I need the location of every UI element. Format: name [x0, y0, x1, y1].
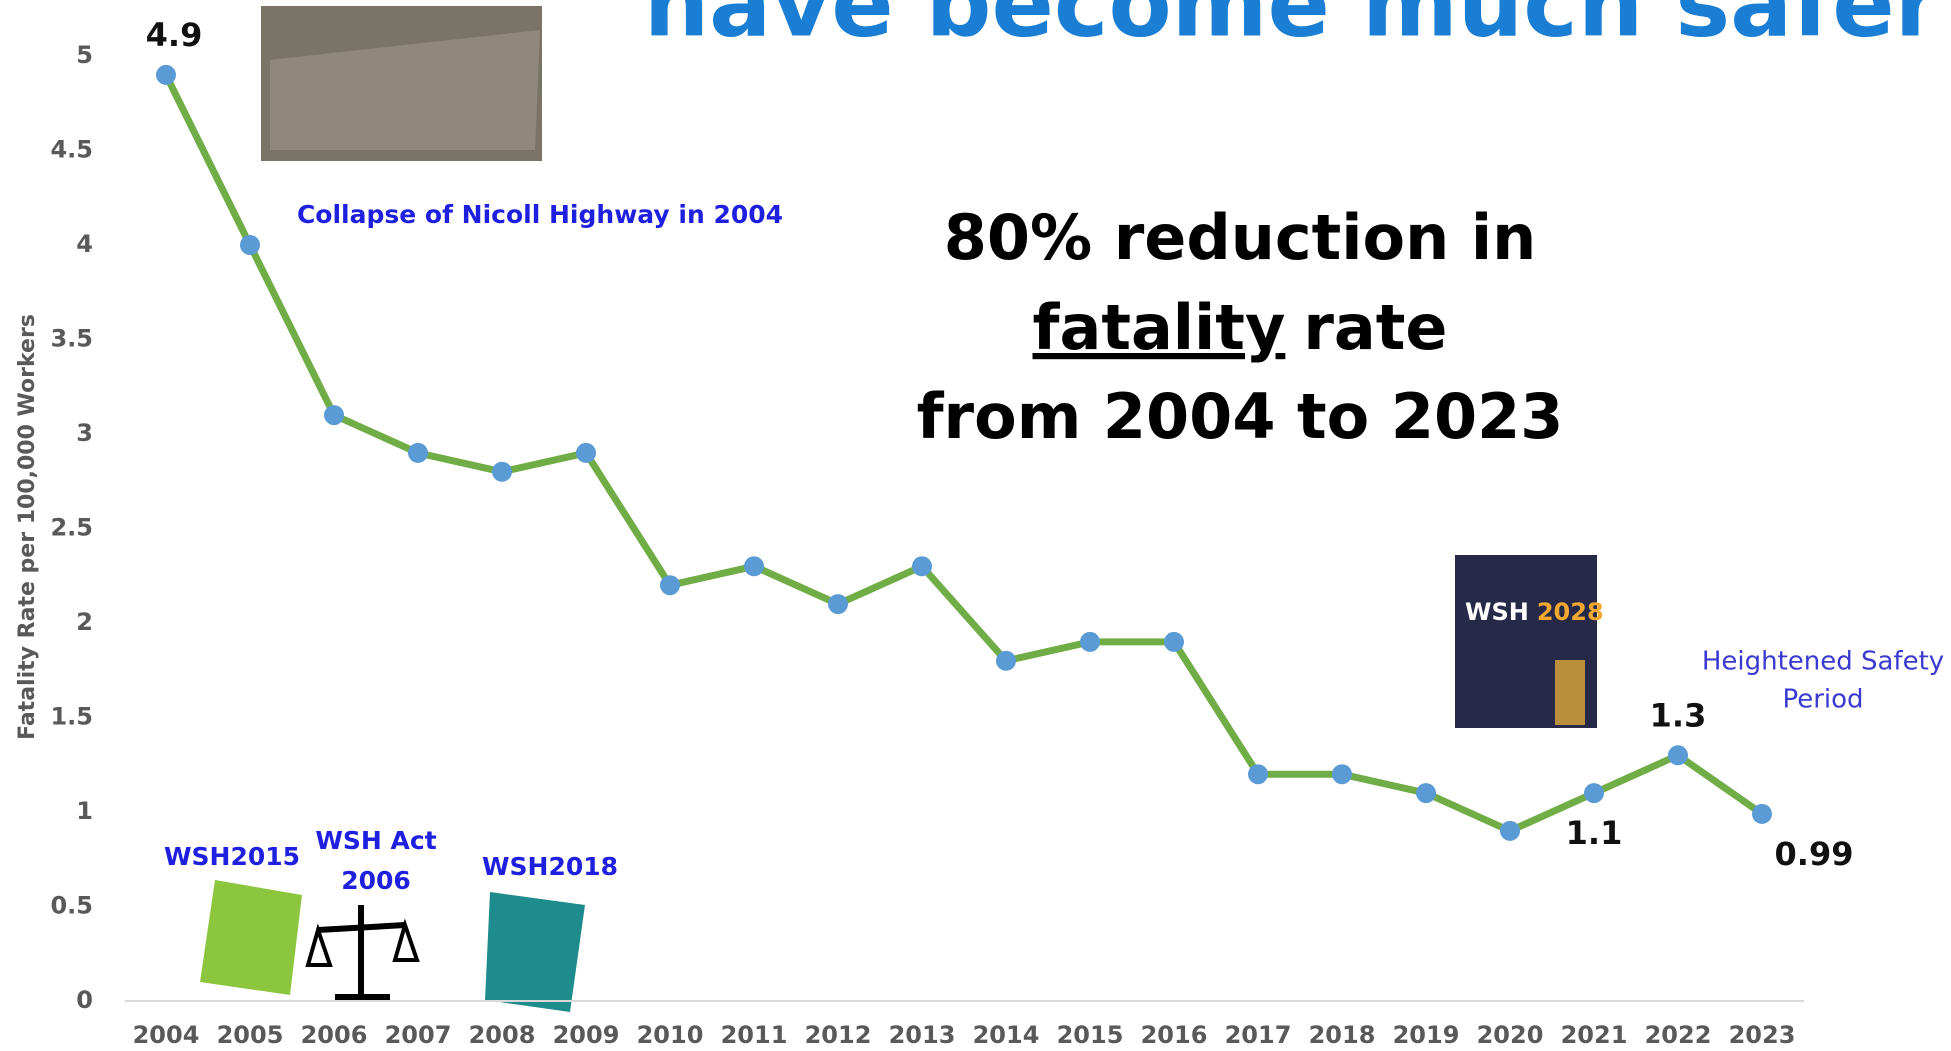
- point: [1416, 783, 1436, 803]
- cover-building: [1555, 660, 1585, 725]
- collapse-label: Collapse of Nicoll Highway in 2004: [297, 200, 783, 229]
- point: [576, 443, 596, 463]
- x-tick-label: 2021: [1561, 1021, 1628, 1049]
- point: [324, 405, 344, 425]
- point: [1752, 804, 1772, 824]
- cover-footer: [1455, 728, 1597, 750]
- point: [1080, 632, 1100, 652]
- heightened-label: Period: [1782, 685, 1863, 715]
- point: [912, 556, 932, 576]
- y-tick-label: 4.5: [50, 136, 93, 164]
- headline-line3: from 2004 to 2023: [917, 380, 1564, 453]
- y-tick-label: 4: [76, 230, 93, 258]
- point: [1668, 745, 1688, 765]
- point: [744, 556, 764, 576]
- point: [1584, 783, 1604, 803]
- point: [1500, 821, 1520, 841]
- wsh2018-book: [485, 892, 585, 1012]
- y-tick-label: 3: [76, 419, 93, 447]
- chart: have become much safer Fatality Rate per…: [0, 0, 1951, 1051]
- y-tick-label: 2: [76, 608, 93, 636]
- point: [828, 594, 848, 614]
- data-label: 1.3: [1650, 696, 1707, 734]
- y-tick-label: 3.5: [50, 325, 93, 353]
- point: [660, 575, 680, 595]
- y-tick-label: 5: [76, 41, 93, 69]
- headline-line1: 80% reduction in: [944, 201, 1536, 274]
- x-tick-label: 2014: [973, 1021, 1040, 1049]
- point: [1248, 764, 1268, 784]
- data-label: 4.9: [146, 16, 203, 54]
- x-tick-label: 2008: [469, 1021, 536, 1049]
- x-tick-label: 2020: [1477, 1021, 1544, 1049]
- x-tick-label: 2009: [553, 1021, 620, 1049]
- point: [408, 443, 428, 463]
- point: [492, 462, 512, 482]
- chart-title: have become much safer: [644, 0, 1941, 57]
- x-tick-label: 2018: [1309, 1021, 1376, 1049]
- point: [156, 65, 176, 85]
- point: [1332, 764, 1352, 784]
- wsh-act-label: WSH Act: [315, 826, 436, 855]
- x-tick-label: 2019: [1393, 1021, 1460, 1049]
- x-tick-label: 2017: [1225, 1021, 1292, 1049]
- y-tick-label: 0: [76, 986, 93, 1014]
- y-tick-label: 1: [76, 797, 93, 825]
- y-tick-label: 2.5: [50, 514, 93, 542]
- x-tick-label: 2015: [1057, 1021, 1124, 1049]
- wsh2015-book: [200, 880, 302, 995]
- x-tick-label: 2012: [805, 1021, 872, 1049]
- point: [996, 651, 1016, 671]
- x-tick-label: 2011: [721, 1021, 788, 1049]
- scales-icon: [308, 905, 417, 997]
- wsh2018-label: WSH2018: [482, 852, 618, 881]
- x-tick-label: 2004: [133, 1021, 200, 1049]
- wsh2015-label: WSH2015: [164, 842, 300, 871]
- x-tick-label: 2016: [1141, 1021, 1208, 1049]
- point: [1164, 632, 1184, 652]
- y-tick-label: 1.5: [50, 703, 93, 731]
- x-tick-label: 2007: [385, 1021, 452, 1049]
- x-tick-label: 2023: [1729, 1021, 1796, 1049]
- data-label: 1.1: [1566, 814, 1623, 852]
- x-tick-label: 2006: [301, 1021, 368, 1049]
- y-axis-title: Fatality Rate per 100,000 Workers: [15, 314, 40, 740]
- x-tick-label: 2010: [637, 1021, 704, 1049]
- heightened-label: Heightened Safety: [1702, 647, 1944, 677]
- wsh-act-label: 2006: [341, 866, 411, 895]
- data-label: 0.99: [1775, 835, 1854, 873]
- y-tick-label: 0.5: [50, 892, 93, 920]
- x-tick-label: 2022: [1645, 1021, 1712, 1049]
- x-tick-label: 2013: [889, 1021, 956, 1049]
- x-tick-label: 2005: [217, 1021, 284, 1049]
- point: [240, 235, 260, 255]
